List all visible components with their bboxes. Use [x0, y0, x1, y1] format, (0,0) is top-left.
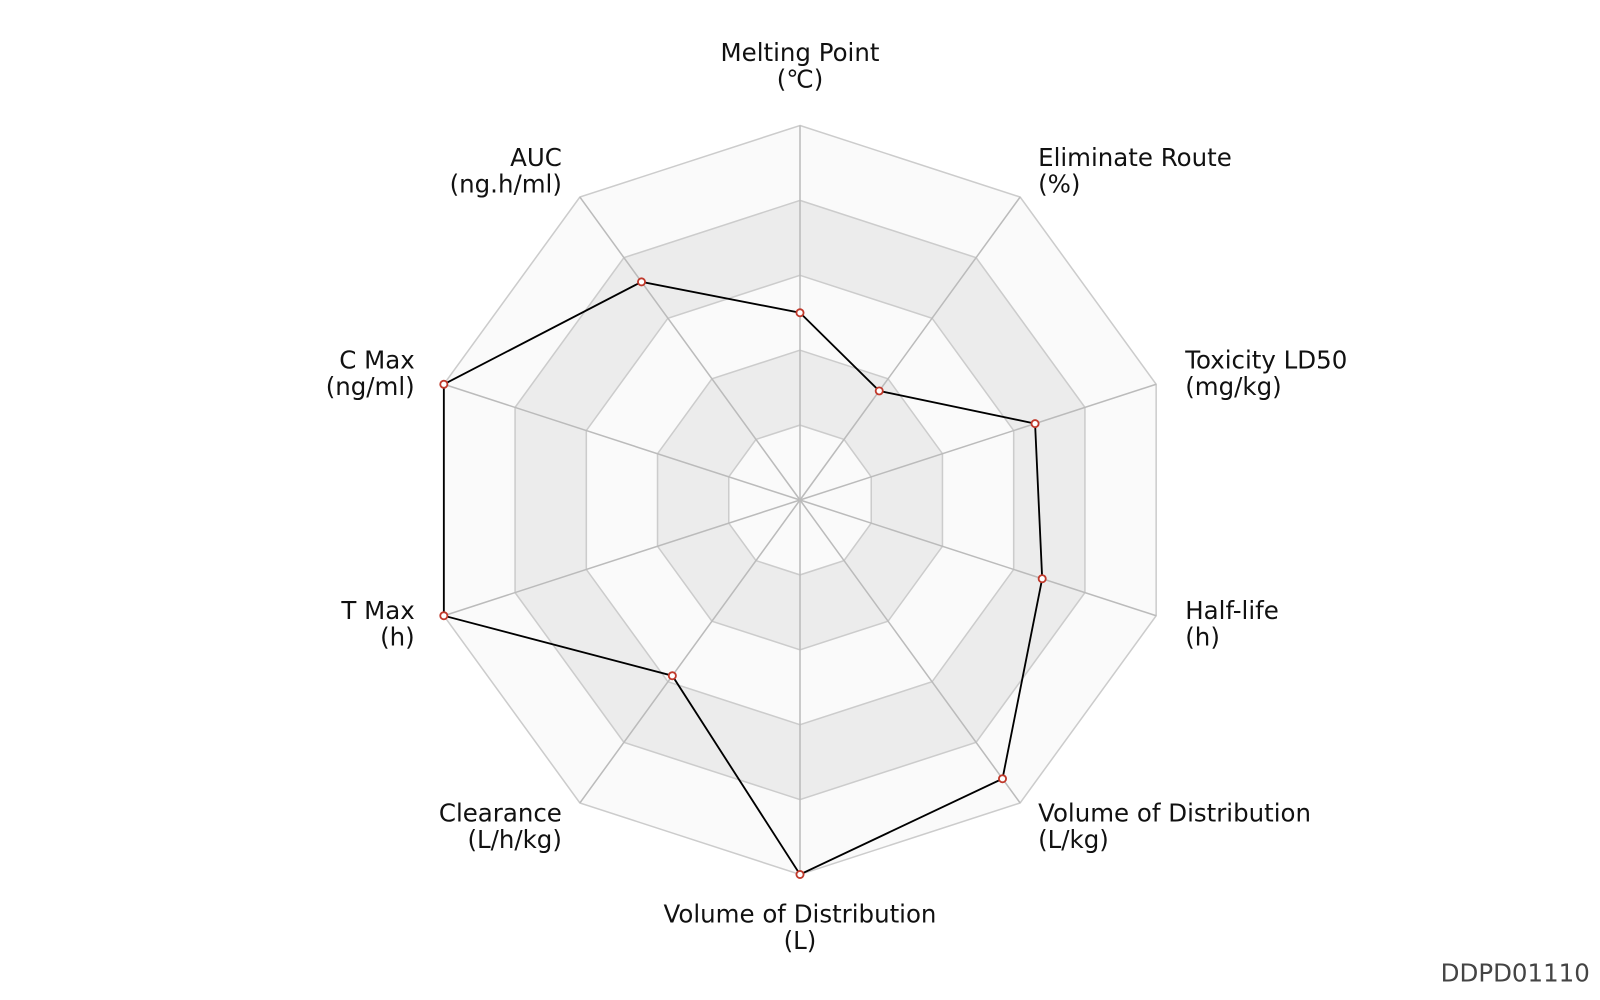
axis-unit: (L/h/kg) [467, 825, 561, 854]
data-point [439, 611, 449, 621]
data-point [795, 870, 805, 879]
axis-unit: (h) [1185, 622, 1220, 651]
axis-unit: (℃) [777, 65, 824, 94]
data-point [998, 774, 1007, 784]
axis-label: Toxicity LD50 [1184, 346, 1347, 375]
axis-label: Volume of Distribution [664, 899, 937, 928]
data-point [667, 671, 677, 681]
data-point [637, 277, 647, 287]
footer-code: DDPD01110 [1441, 958, 1590, 987]
axis-label: Half-life [1185, 596, 1279, 625]
spoke [443, 383, 801, 501]
axis-label: Clearance [439, 798, 562, 827]
axis-label: Eliminate Route [1038, 143, 1232, 172]
spoke [579, 196, 801, 501]
spoke [799, 499, 1021, 804]
axis-unit: (%) [1038, 170, 1080, 199]
spoke [799, 383, 1157, 501]
data-point [795, 308, 805, 318]
axis-unit: (ng/ml) [326, 372, 415, 401]
axis-label: Volume of Distribution [1038, 798, 1311, 827]
axis-unit: (mg/kg) [1185, 372, 1281, 401]
axis-unit: (L/kg) [1038, 825, 1109, 854]
spoke [443, 499, 801, 617]
axis-label: AUC [510, 143, 562, 172]
data-point [1037, 574, 1047, 584]
axis-label: Melting Point [721, 38, 880, 67]
spoke [799, 499, 1157, 617]
data-point [874, 386, 884, 396]
spoke [799, 196, 1021, 501]
axis-unit: (h) [380, 622, 415, 651]
axis-unit: (L) [784, 926, 817, 955]
axis-label: C Max [339, 346, 414, 375]
spoke [579, 499, 801, 804]
axis-unit: (ng.h/ml) [450, 170, 562, 199]
data-point [1030, 419, 1040, 429]
axis-label: T Max [340, 596, 414, 625]
data-point [439, 379, 449, 389]
